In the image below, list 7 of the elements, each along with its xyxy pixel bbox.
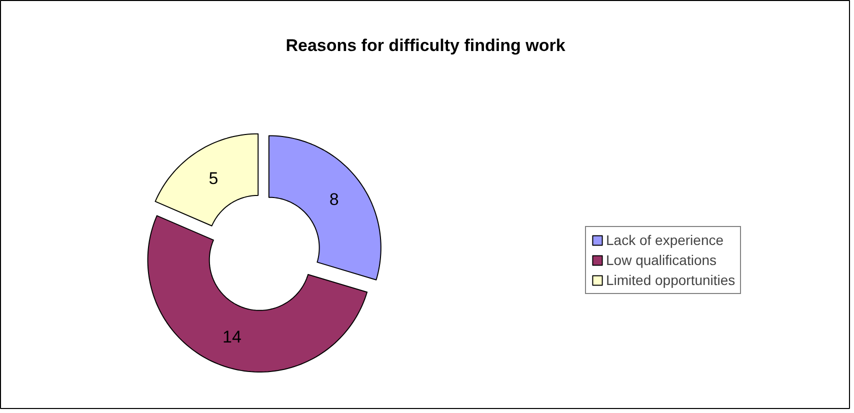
- legend-label: Low qualifications: [606, 252, 717, 268]
- data-label: 5: [208, 168, 218, 188]
- data-label: 14: [222, 327, 242, 346]
- data-label: 8: [329, 190, 339, 210]
- legend-label: Lack of experience: [606, 232, 724, 248]
- chart-title: Reasons for difficulty finding work: [286, 36, 566, 55]
- legend-label: Limited opportunities: [606, 272, 736, 288]
